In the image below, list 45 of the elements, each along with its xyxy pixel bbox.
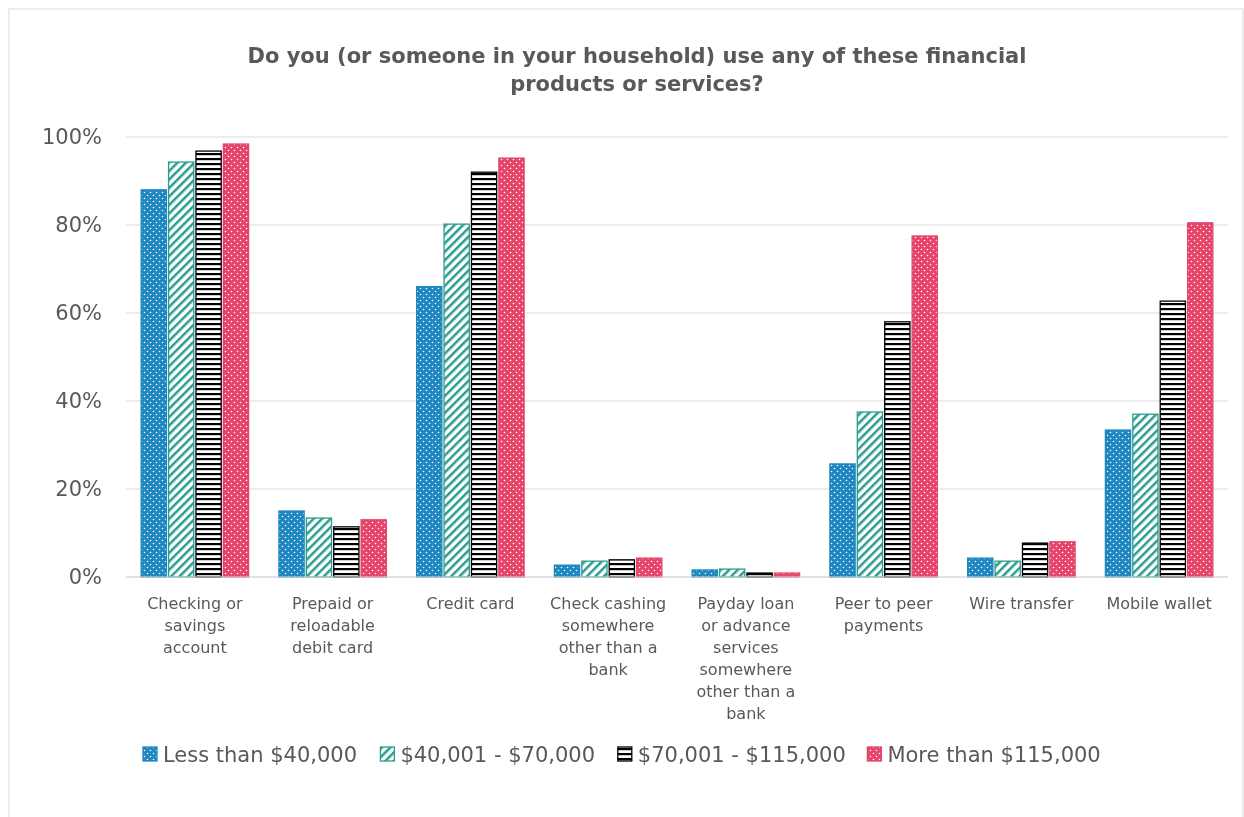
bar bbox=[829, 463, 856, 578]
legend-label: Less than $40,000 bbox=[163, 743, 358, 768]
chart-title: Do you (or someone in your household) use any of these financial products or services? bbox=[247, 44, 1027, 96]
bar bbox=[167, 161, 195, 578]
x-tick-label: Mobile wallet bbox=[1106, 594, 1212, 613]
y-tick-label: 20% bbox=[55, 477, 102, 502]
bar bbox=[608, 559, 636, 578]
bar bbox=[222, 143, 250, 578]
bar bbox=[278, 510, 305, 578]
legend-label: More than $115,000 bbox=[887, 743, 1101, 768]
bar bbox=[443, 223, 470, 578]
bar bbox=[195, 150, 222, 578]
bar bbox=[911, 235, 938, 578]
bar bbox=[360, 519, 387, 578]
bar bbox=[1132, 413, 1159, 578]
x-tick-label: Peer to peer payments bbox=[834, 594, 934, 635]
y-tick-label: 0% bbox=[68, 565, 102, 590]
bar bbox=[856, 411, 884, 578]
bar bbox=[470, 171, 498, 578]
bar bbox=[498, 157, 525, 578]
bar bbox=[333, 526, 360, 578]
bar bbox=[1021, 542, 1049, 578]
bar bbox=[884, 321, 911, 578]
legend-label: $70,001 - $115,000 bbox=[637, 743, 846, 768]
bar bbox=[1186, 222, 1214, 578]
x-tick-label: Wire transfer bbox=[969, 594, 1074, 613]
x-tick-label: Payday loan or advance services somewhere other than a bank bbox=[696, 594, 796, 723]
x-tick-label: Check cashing somewhere other than a bank bbox=[550, 594, 667, 679]
bar bbox=[553, 564, 581, 578]
bar bbox=[1104, 429, 1132, 578]
bar bbox=[1049, 541, 1076, 578]
x-tick-label: Checking or savings account bbox=[147, 594, 243, 657]
y-tick-label: 80% bbox=[55, 213, 102, 238]
x-tick-label: Credit card bbox=[426, 594, 515, 613]
bar bbox=[416, 285, 443, 578]
legend-label: $40,001 - $70,000 bbox=[400, 743, 596, 768]
y-tick-label: 100% bbox=[41, 125, 102, 150]
bar bbox=[967, 557, 994, 578]
bar bbox=[140, 189, 168, 578]
x-tick-label: Prepaid or reloadable debit card bbox=[290, 594, 375, 657]
y-tick-label: 60% bbox=[55, 301, 102, 326]
bar bbox=[1159, 300, 1187, 578]
y-tick-label: 40% bbox=[55, 389, 102, 414]
bar bbox=[305, 517, 333, 578]
bar bbox=[635, 557, 663, 578]
